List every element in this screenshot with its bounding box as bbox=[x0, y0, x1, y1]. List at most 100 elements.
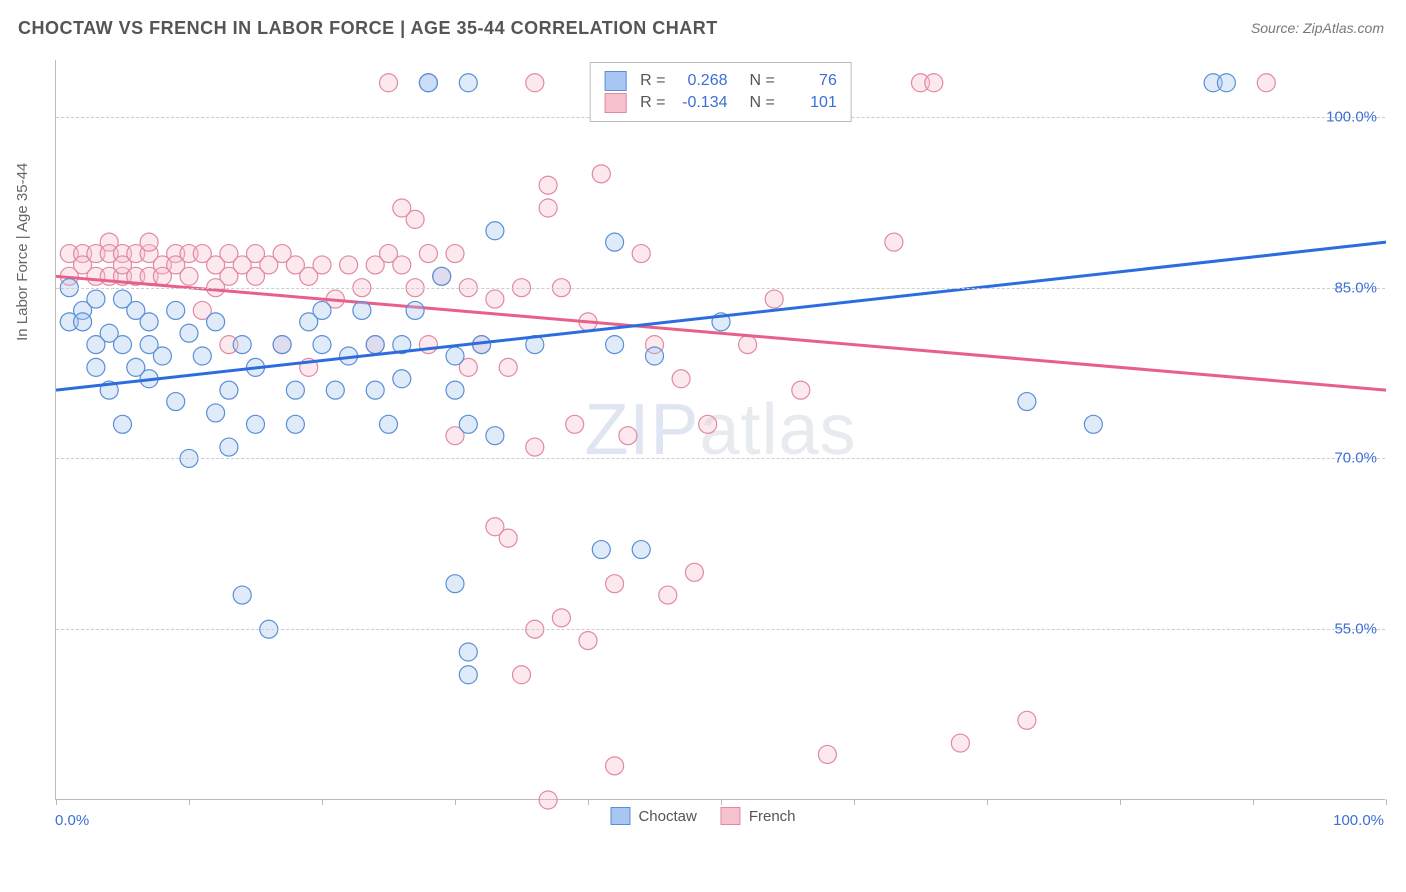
data-point bbox=[606, 233, 624, 251]
data-point bbox=[579, 632, 597, 650]
data-point bbox=[619, 427, 637, 445]
data-point bbox=[539, 791, 557, 809]
data-point bbox=[313, 256, 331, 274]
data-point bbox=[193, 347, 211, 365]
data-point bbox=[1257, 74, 1275, 92]
data-point bbox=[885, 233, 903, 251]
data-point bbox=[87, 358, 105, 376]
data-point bbox=[380, 415, 398, 433]
x-axis-min-label: 0.0% bbox=[55, 812, 89, 829]
data-point bbox=[167, 301, 185, 319]
data-point bbox=[486, 290, 504, 308]
data-point bbox=[659, 586, 677, 604]
data-point bbox=[685, 563, 703, 581]
data-point bbox=[446, 245, 464, 263]
data-point bbox=[220, 438, 238, 456]
data-point bbox=[486, 427, 504, 445]
data-point bbox=[366, 381, 384, 399]
data-point bbox=[366, 336, 384, 354]
data-point bbox=[632, 541, 650, 559]
stats-row-choctaw: R = 0.268 N = 76 bbox=[604, 71, 837, 91]
legend-swatch-french bbox=[721, 807, 741, 825]
data-point bbox=[672, 370, 690, 388]
data-point bbox=[114, 336, 132, 354]
swatch-choctaw bbox=[604, 71, 626, 91]
trend-line bbox=[56, 242, 1386, 390]
legend-label-choctaw: Choctaw bbox=[638, 808, 696, 825]
data-point bbox=[539, 176, 557, 194]
data-point bbox=[1217, 74, 1235, 92]
data-point bbox=[526, 438, 544, 456]
data-point bbox=[592, 165, 610, 183]
data-point bbox=[419, 74, 437, 92]
stats-n-choctaw: 76 bbox=[785, 72, 837, 90]
data-point bbox=[1018, 393, 1036, 411]
scatter-svg bbox=[56, 60, 1386, 800]
data-point bbox=[393, 370, 411, 388]
data-point bbox=[459, 666, 477, 684]
data-point bbox=[792, 381, 810, 399]
chart-source: Source: ZipAtlas.com bbox=[1251, 20, 1384, 36]
data-point bbox=[286, 415, 304, 433]
data-point bbox=[140, 233, 158, 251]
data-point bbox=[233, 586, 251, 604]
data-point bbox=[739, 336, 757, 354]
y-axis-title: In Labor Force | Age 35-44 bbox=[14, 163, 31, 341]
data-point bbox=[180, 267, 198, 285]
data-point bbox=[446, 381, 464, 399]
data-point bbox=[459, 74, 477, 92]
data-point bbox=[1018, 711, 1036, 729]
data-point bbox=[765, 290, 783, 308]
data-point bbox=[380, 74, 398, 92]
stats-r-label: R = bbox=[640, 72, 665, 90]
data-point bbox=[446, 347, 464, 365]
data-point bbox=[606, 575, 624, 593]
data-point bbox=[326, 381, 344, 399]
data-point bbox=[606, 757, 624, 775]
data-point bbox=[818, 745, 836, 763]
data-point bbox=[566, 415, 584, 433]
data-point bbox=[286, 381, 304, 399]
data-point bbox=[207, 404, 225, 422]
stats-n-label: N = bbox=[750, 94, 775, 112]
stats-n-label: N = bbox=[750, 72, 775, 90]
data-point bbox=[233, 336, 251, 354]
data-point bbox=[499, 358, 517, 376]
data-point bbox=[499, 529, 517, 547]
plot-area: ZIPatlas 55.0%70.0%85.0%100.0% R = 0.268… bbox=[55, 60, 1385, 800]
legend-label-french: French bbox=[749, 808, 796, 825]
y-tick-label: 70.0% bbox=[1334, 450, 1377, 467]
data-point bbox=[220, 381, 238, 399]
data-point bbox=[419, 245, 437, 263]
data-point bbox=[632, 245, 650, 263]
y-tick-label: 85.0% bbox=[1334, 279, 1377, 296]
data-point bbox=[951, 734, 969, 752]
data-point bbox=[925, 74, 943, 92]
x-axis-max-label: 100.0% bbox=[1333, 812, 1384, 829]
swatch-french bbox=[604, 93, 626, 113]
data-point bbox=[406, 210, 424, 228]
stats-r-french: -0.134 bbox=[676, 94, 728, 112]
legend-item-french: French bbox=[721, 807, 796, 825]
stats-n-french: 101 bbox=[785, 94, 837, 112]
data-point bbox=[273, 336, 291, 354]
data-point bbox=[167, 393, 185, 411]
stats-r-choctaw: 0.268 bbox=[676, 72, 728, 90]
data-point bbox=[699, 415, 717, 433]
data-point bbox=[606, 336, 624, 354]
data-point bbox=[353, 301, 371, 319]
stats-row-french: R = -0.134 N = 101 bbox=[604, 93, 837, 113]
data-point bbox=[393, 256, 411, 274]
data-point bbox=[87, 290, 105, 308]
legend-swatch-choctaw bbox=[610, 807, 630, 825]
data-point bbox=[207, 313, 225, 331]
legend-item-choctaw: Choctaw bbox=[610, 807, 696, 825]
data-point bbox=[513, 666, 531, 684]
legend: Choctaw French bbox=[610, 807, 795, 825]
y-tick-label: 55.0% bbox=[1334, 621, 1377, 638]
data-point bbox=[486, 222, 504, 240]
data-point bbox=[313, 301, 331, 319]
stats-r-label: R = bbox=[640, 94, 665, 112]
data-point bbox=[114, 415, 132, 433]
data-point bbox=[140, 313, 158, 331]
